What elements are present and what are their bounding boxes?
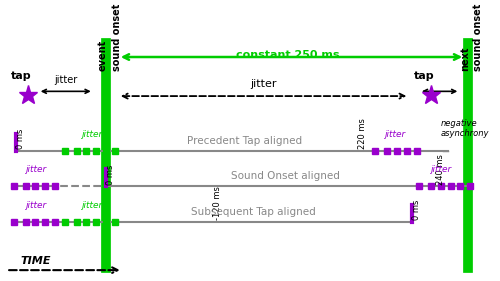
Text: -120 ms: -120 ms <box>212 187 222 220</box>
Text: next: next <box>460 47 470 71</box>
Text: jitter: jitter <box>384 130 406 139</box>
Text: sound onset: sound onset <box>474 4 484 71</box>
Text: 0 ms: 0 ms <box>412 200 420 220</box>
Text: jitter: jitter <box>25 201 46 210</box>
Text: 240 ms: 240 ms <box>436 154 445 185</box>
Text: tap: tap <box>414 71 434 81</box>
Text: sound onset: sound onset <box>112 4 122 71</box>
Text: jitter: jitter <box>25 165 46 174</box>
Text: 220 ms: 220 ms <box>358 119 368 149</box>
Text: Precedent Tap aligned: Precedent Tap aligned <box>186 136 302 146</box>
Text: 0 ms: 0 ms <box>106 164 115 185</box>
Text: negative
asynchrony: negative asynchrony <box>441 119 490 138</box>
Text: TIME: TIME <box>21 256 52 266</box>
Text: jitter: jitter <box>250 79 277 89</box>
Text: jitter: jitter <box>430 165 452 174</box>
Text: Sound Onset aligned: Sound Onset aligned <box>231 171 340 181</box>
Text: jitter: jitter <box>80 201 102 210</box>
Text: event: event <box>98 40 108 71</box>
Text: constant 250 ms: constant 250 ms <box>236 50 340 60</box>
Text: jitter: jitter <box>54 75 78 85</box>
Text: Subsequent Tap aligned: Subsequent Tap aligned <box>192 207 316 217</box>
Text: jitter: jitter <box>80 130 102 139</box>
Text: 0 ms: 0 ms <box>16 129 25 149</box>
Text: tap: tap <box>10 71 31 81</box>
